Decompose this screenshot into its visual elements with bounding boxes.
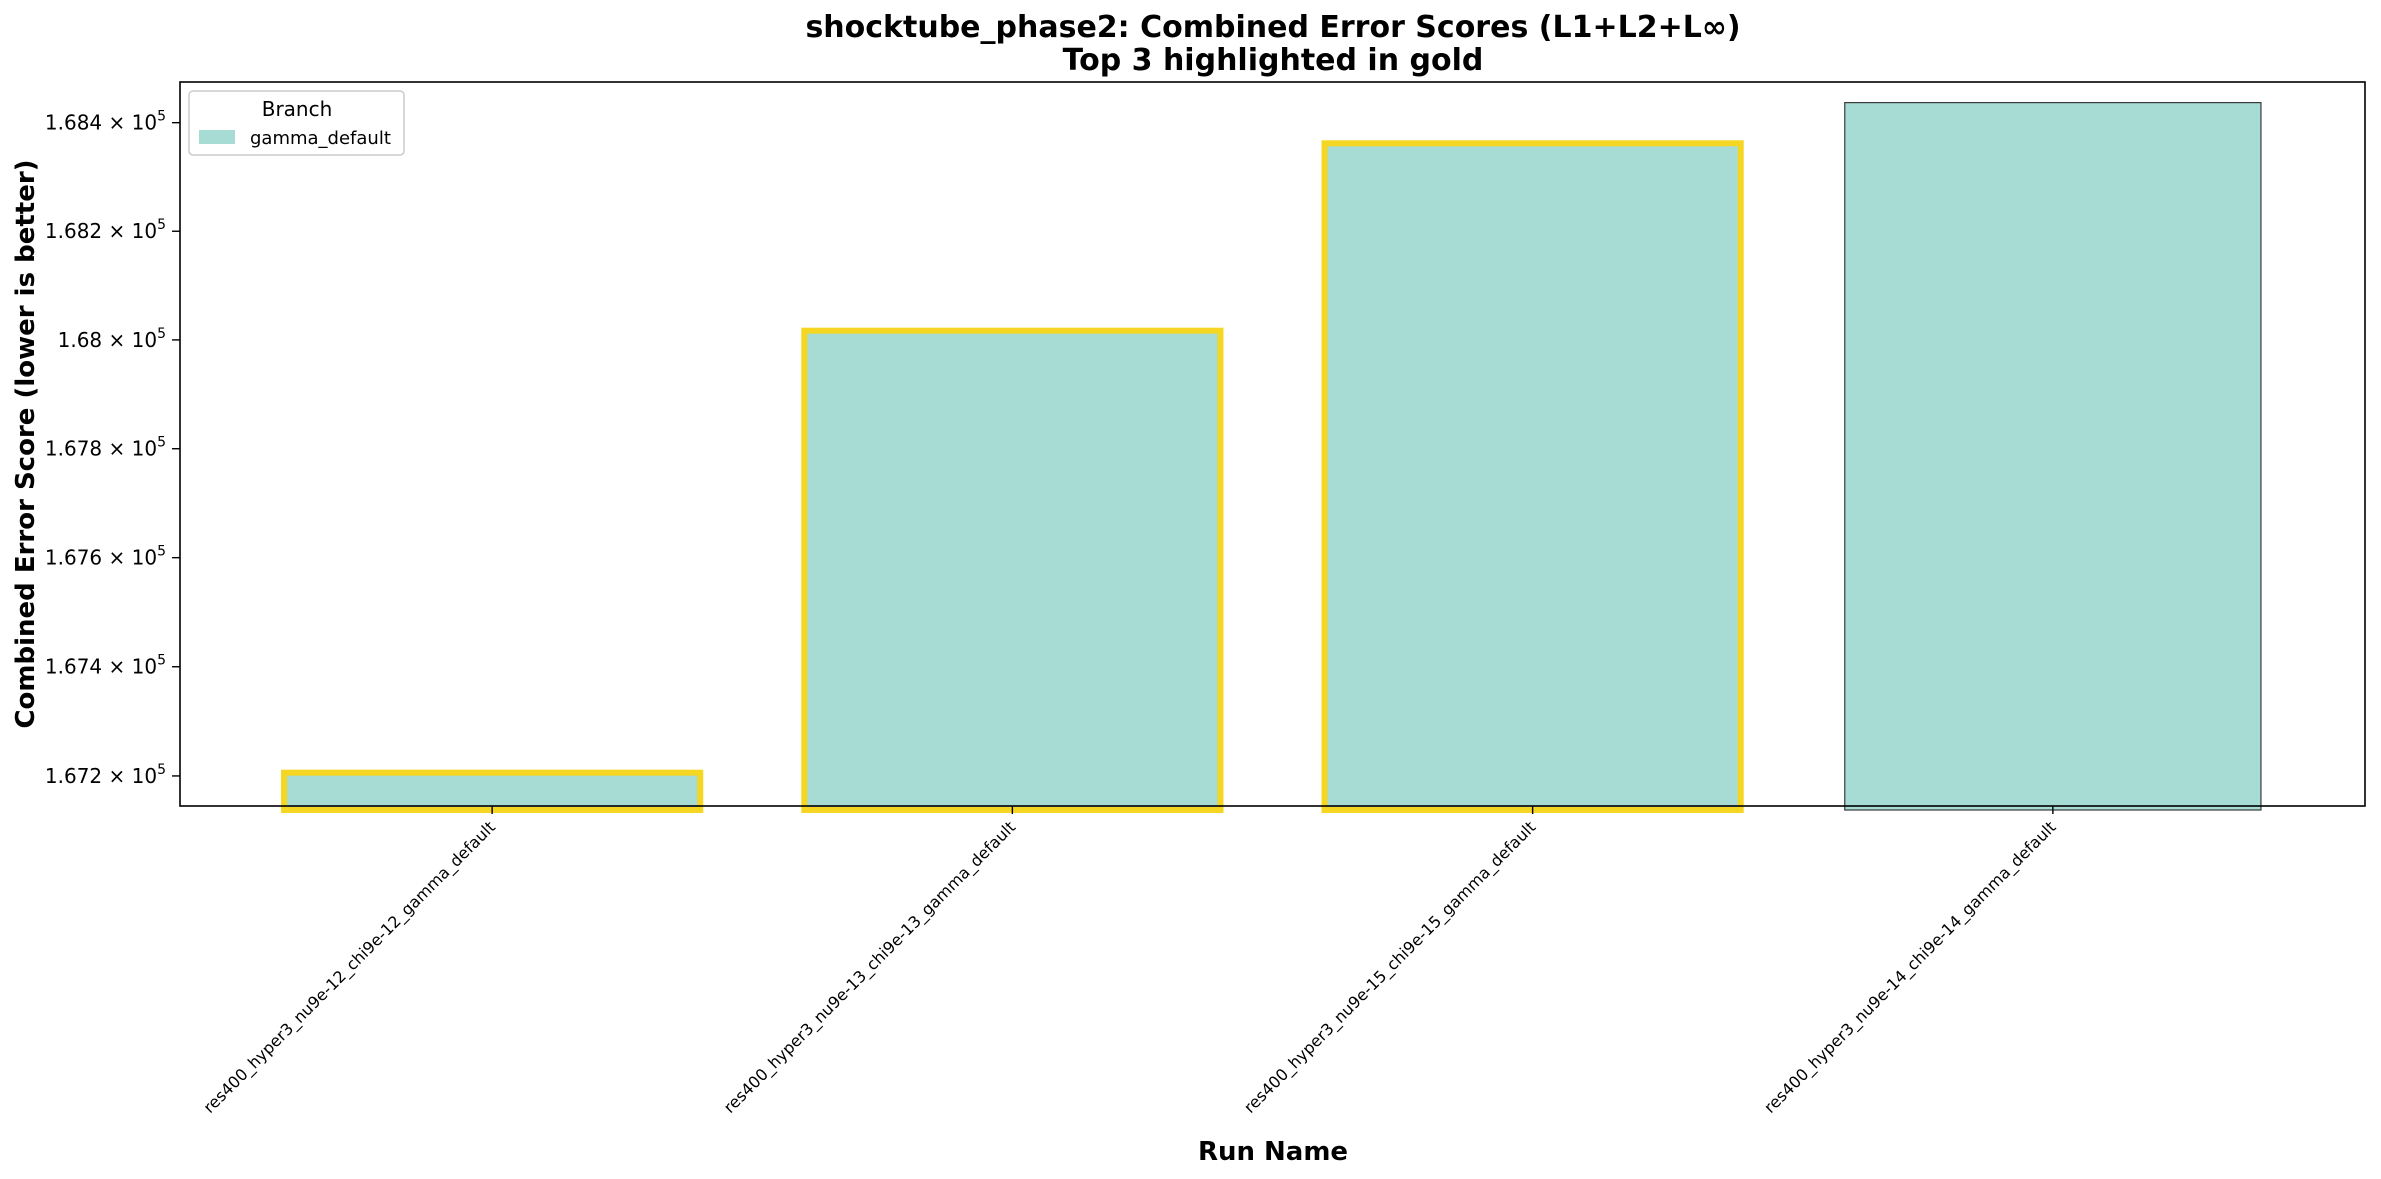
plot-frame xyxy=(179,81,2366,807)
y-tick-label: 1.68 × 105 xyxy=(58,326,166,352)
bars-layer xyxy=(281,102,2262,814)
x-tick-label: res400_hyper3_nu9e-13_chi9e-13_gamma_def… xyxy=(720,817,1020,1117)
legend-box xyxy=(188,90,405,156)
bar-3 xyxy=(1321,140,1744,813)
y-tick-label: 1.682 × 105 xyxy=(45,217,166,243)
x-tick-label: res400_hyper3_nu9e-15_chi9e-15_gamma_def… xyxy=(1240,817,1540,1117)
x-tick-label: res400_hyper3_nu9e-12_chi9e-12_gamma_def… xyxy=(199,817,499,1117)
y-axis: 1.672 × 105 1.674 × 105 1.676 × 105 1.678 ×… xyxy=(45,109,180,788)
x-axis: res400_hyper3_nu9e-12_chi9e-12_gamma_def… xyxy=(199,806,2060,1118)
legend: Branch gamma_default xyxy=(188,90,405,156)
x-tick-label: res400_hyper3_nu9e-14_chi9e-14_gamma_def… xyxy=(1760,817,2060,1117)
chart-title: shocktube_phase2: Combined Error Scores … xyxy=(805,10,1740,45)
y-tick-label: 1.676 × 105 xyxy=(45,544,166,570)
y-axis-label: Combined Error Score (lower is better) xyxy=(11,159,41,728)
chart-subtitle: Top 3 highlighted in gold xyxy=(1063,43,1484,78)
legend-title: Branch xyxy=(262,97,333,121)
bar-1 xyxy=(281,769,704,814)
y-tick-label: 1.674 × 105 xyxy=(45,653,166,679)
y-tick-label: 1.684 × 105 xyxy=(45,109,166,135)
bar-2 xyxy=(801,327,1224,813)
legend-swatch xyxy=(199,130,235,144)
bar-4 xyxy=(1844,102,2262,811)
y-tick-label: 1.672 × 105 xyxy=(45,762,166,788)
legend-entry-gamma-default: gamma_default xyxy=(250,128,391,149)
x-axis-label: Run Name xyxy=(1198,1137,1348,1167)
y-tick-label: 1.678 × 105 xyxy=(45,435,166,461)
